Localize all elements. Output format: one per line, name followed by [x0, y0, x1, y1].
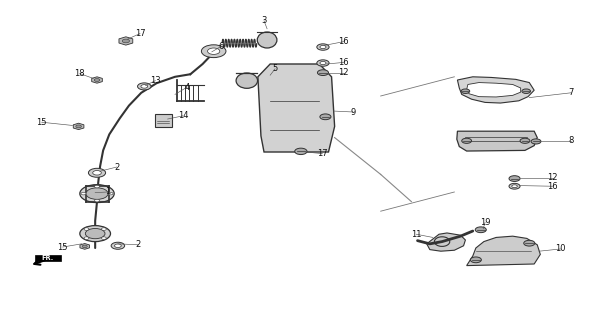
Text: 9: 9 [351, 108, 356, 116]
Circle shape [317, 60, 329, 66]
Circle shape [80, 226, 111, 242]
Circle shape [531, 139, 541, 144]
Circle shape [138, 83, 151, 90]
Circle shape [317, 70, 328, 76]
Circle shape [141, 85, 148, 88]
Circle shape [317, 44, 329, 50]
Text: 12: 12 [338, 68, 349, 77]
Circle shape [84, 228, 89, 230]
Circle shape [82, 245, 87, 248]
Ellipse shape [257, 32, 277, 48]
Text: 17: 17 [317, 149, 328, 158]
Circle shape [320, 61, 326, 65]
Circle shape [208, 48, 220, 54]
Text: 14: 14 [177, 111, 188, 120]
Circle shape [108, 192, 113, 195]
Circle shape [95, 185, 99, 188]
Circle shape [95, 79, 99, 82]
Text: 8: 8 [569, 136, 573, 145]
Text: 4: 4 [185, 83, 190, 92]
Circle shape [81, 192, 86, 195]
Circle shape [475, 227, 486, 233]
Polygon shape [73, 123, 84, 130]
Circle shape [470, 257, 481, 263]
Text: 7: 7 [569, 88, 573, 97]
Circle shape [509, 176, 520, 181]
Circle shape [84, 237, 89, 239]
Circle shape [509, 183, 520, 189]
Text: 5: 5 [273, 64, 278, 73]
Text: 16: 16 [338, 58, 349, 67]
Polygon shape [258, 64, 335, 152]
Polygon shape [457, 77, 534, 103]
Text: 18: 18 [74, 69, 85, 78]
Circle shape [88, 168, 106, 177]
Circle shape [93, 171, 101, 175]
Circle shape [115, 244, 122, 248]
Circle shape [511, 185, 517, 188]
Polygon shape [457, 131, 537, 151]
Text: 10: 10 [555, 244, 566, 253]
Bar [155, 114, 172, 127]
Polygon shape [467, 83, 521, 97]
Text: 15: 15 [36, 118, 47, 127]
Circle shape [76, 125, 82, 128]
Polygon shape [91, 77, 103, 83]
Text: 2: 2 [136, 240, 141, 249]
Text: 11: 11 [411, 230, 422, 239]
Circle shape [80, 185, 114, 203]
Circle shape [320, 114, 331, 120]
Text: 17: 17 [134, 29, 146, 38]
Text: 16: 16 [547, 182, 558, 191]
Text: 13: 13 [150, 76, 161, 85]
Text: 6: 6 [219, 42, 223, 51]
FancyBboxPatch shape [35, 255, 61, 261]
Text: 16: 16 [338, 37, 349, 46]
Ellipse shape [236, 73, 258, 88]
Polygon shape [80, 244, 90, 249]
Circle shape [201, 45, 226, 58]
Circle shape [520, 138, 530, 143]
Circle shape [461, 89, 470, 93]
Polygon shape [427, 233, 465, 251]
Text: 12: 12 [547, 173, 558, 182]
Circle shape [101, 228, 106, 230]
Text: 19: 19 [480, 218, 491, 227]
Circle shape [122, 39, 130, 43]
Text: 15: 15 [57, 243, 68, 252]
Circle shape [86, 188, 108, 199]
Circle shape [320, 45, 326, 49]
Circle shape [95, 199, 99, 202]
Polygon shape [467, 236, 540, 266]
Circle shape [101, 237, 106, 239]
Circle shape [524, 240, 535, 246]
Text: 2: 2 [114, 163, 119, 172]
Circle shape [85, 228, 105, 239]
Text: FR.: FR. [42, 255, 54, 261]
Circle shape [295, 148, 307, 155]
Circle shape [111, 242, 125, 249]
Circle shape [462, 138, 472, 143]
Text: 1: 1 [105, 188, 110, 196]
Circle shape [522, 89, 530, 93]
Polygon shape [119, 37, 133, 45]
Text: 3: 3 [262, 16, 266, 25]
